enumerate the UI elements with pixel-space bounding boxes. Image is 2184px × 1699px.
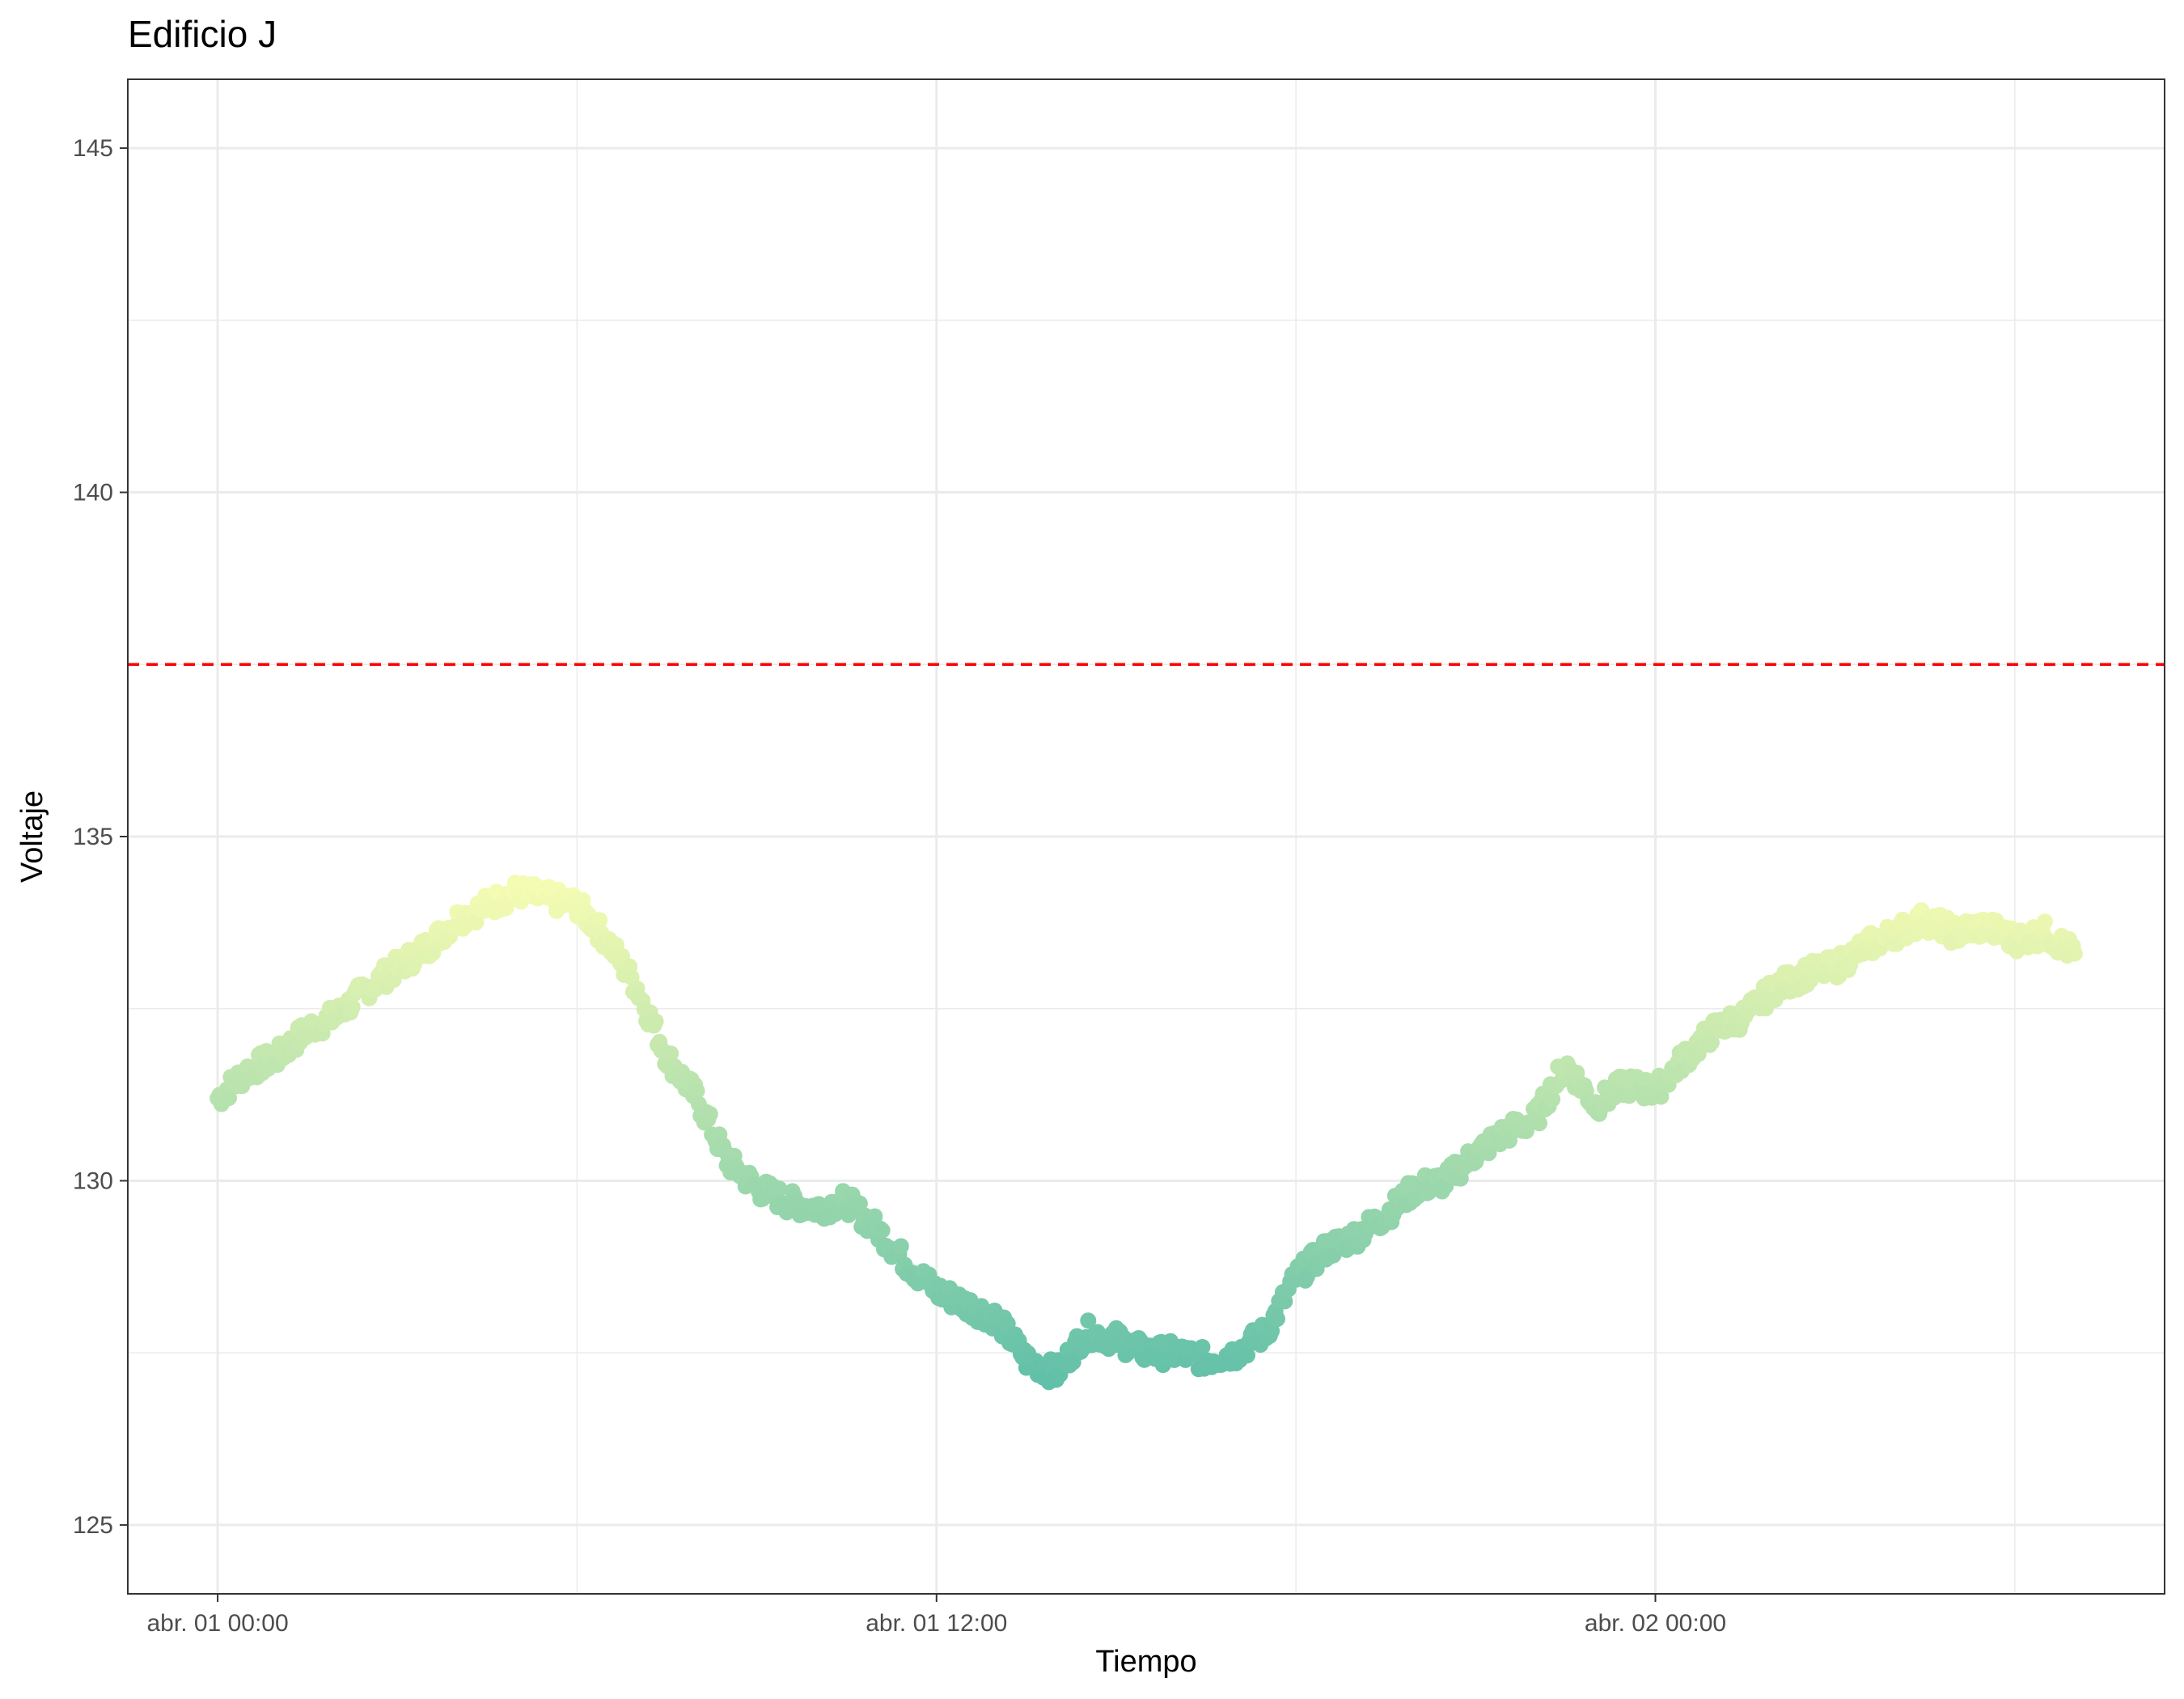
y-axis-title: Voltaje — [15, 790, 49, 883]
data-point — [1263, 1323, 1280, 1340]
y-tick-label: 135 — [73, 824, 113, 850]
data-point — [1653, 1088, 1670, 1105]
data-point — [701, 1106, 718, 1122]
x-axis-title: Tiempo — [1095, 1645, 1196, 1679]
data-point — [221, 1090, 237, 1107]
y-axis-ticks: 125 130 135 140 145 — [73, 135, 128, 1539]
data-point — [2036, 913, 2053, 930]
data-point — [591, 912, 608, 929]
data-point — [1325, 1247, 1342, 1264]
data-point — [1703, 1034, 1720, 1051]
x-axis-ticks: abr. 01 00:00 abr. 01 12:00 abr. 02 00:00 — [147, 1594, 1726, 1637]
y-tick-label: 145 — [73, 135, 113, 162]
data-point — [1269, 1311, 1285, 1328]
data-point — [2066, 945, 2083, 962]
data-point — [1239, 1347, 1255, 1364]
data-point — [688, 1083, 705, 1099]
data-point — [1531, 1115, 1547, 1132]
data-point — [1690, 1045, 1707, 1062]
data-points — [210, 875, 2083, 1391]
data-point — [1544, 1091, 1561, 1108]
y-tick-label: 140 — [73, 480, 113, 506]
data-point — [874, 1222, 891, 1239]
data-point — [771, 1180, 788, 1197]
data-point — [1080, 1312, 1097, 1329]
data-point — [647, 1013, 664, 1030]
data-point — [892, 1238, 909, 1255]
data-point — [1194, 1339, 1211, 1355]
data-point — [1437, 1178, 1454, 1195]
chart-title: Edificio J — [128, 13, 277, 55]
data-point — [662, 1045, 679, 1062]
x-tick-label: abr. 02 00:00 — [1585, 1610, 1726, 1637]
grid — [128, 79, 2165, 1594]
y-tick-label: 130 — [73, 1167, 113, 1194]
x-tick-label: abr. 01 12:00 — [866, 1610, 1007, 1637]
data-point — [344, 999, 361, 1016]
x-tick-label: abr. 01 00:00 — [147, 1610, 289, 1637]
data-point — [468, 914, 485, 931]
y-tick-label: 125 — [73, 1512, 113, 1539]
data-point — [851, 1195, 868, 1212]
